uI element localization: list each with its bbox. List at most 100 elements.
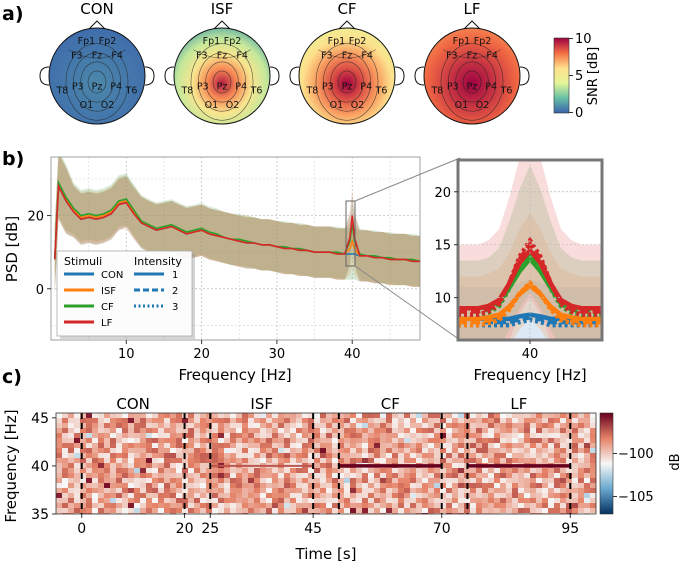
spec-cell [164,433,170,438]
spec-cell [470,498,476,503]
spec-cell [254,503,260,508]
spec-cell [140,448,146,453]
spec-cell [368,503,374,508]
spec-cell [428,468,434,473]
spec-cell [392,503,398,508]
spec-cell [128,503,134,508]
spec-cell [308,428,314,433]
spec-cell [176,458,182,463]
spec-cell [392,413,398,418]
spec-cell [86,478,92,483]
spec-cell [494,468,500,473]
spec-cell [254,448,260,453]
spec-cell [584,428,590,433]
spec-cell [554,468,560,473]
spec-cell [560,458,566,463]
spec-cell [392,488,398,493]
spec-cell [440,448,446,453]
spec-cell [110,423,116,428]
spec-cell [290,488,296,493]
spec-cell [68,483,74,488]
spec-cell [74,493,80,498]
spec-cell [230,488,236,493]
spec-cell [122,468,128,473]
spec-cell [428,448,434,453]
spec-cell [440,413,446,418]
electrode-label-o1: O1 [330,100,344,111]
spec-cell [320,493,326,498]
spec-cell [488,438,494,443]
spec-cell [224,478,230,483]
zoom-connector-bottom [354,265,461,341]
spec-cell [278,458,284,463]
spec-cell [368,413,374,418]
spec-cell [458,508,464,513]
spec-cell [476,453,482,458]
spec-cell [344,483,350,488]
head-outline [298,27,396,125]
spec-cell [512,448,518,453]
spec-cell [542,488,548,493]
spec-cell [116,428,122,433]
spec-cell [518,438,524,443]
spec-cell [530,453,536,458]
spec-cell [458,493,464,498]
spec-cell [212,423,218,428]
spec-cell [176,498,182,503]
spec-cell [224,488,230,493]
spec-cell [278,443,284,448]
spec-cell [368,433,374,438]
spec-cell [86,488,92,493]
spec-cell [308,488,314,493]
spec-cell [110,433,116,438]
spec-cell [158,493,164,498]
spec-cell [170,503,176,508]
spec-cell [500,513,506,514]
spec-cell [200,483,206,488]
spec-cell [584,438,590,443]
spec-cell [542,513,548,514]
spec-cell [362,488,368,493]
spec-cell [104,503,110,508]
spec-cell [356,468,362,473]
spec-cell [230,438,236,443]
spec-cell [290,443,296,448]
spec-cell [488,443,494,448]
spec-cell [434,513,440,514]
spec-cell [590,418,596,423]
contour-line [193,49,251,59]
spec-cell [284,508,290,513]
spec-cell [92,458,98,463]
spec-ytick-label: 45 [31,411,49,427]
spec-cell [80,428,86,433]
spec-cell [290,503,296,508]
spec-cell [584,503,590,508]
spec-cell [350,448,356,453]
spec-cell [464,438,470,443]
spec-cell [584,488,590,493]
spec-cell [260,493,266,498]
spec-cell [416,498,422,503]
spec-cell [548,503,554,508]
spec-cell [74,438,80,443]
spec-cell [332,478,338,483]
spec-cell [344,493,350,498]
spec-cell [524,443,530,448]
spec-cell [176,513,182,514]
spec-cell [326,413,332,418]
spec-cell [152,478,158,483]
spec-cell [272,448,278,453]
spec-cell [134,488,140,493]
spec-cell [554,448,560,453]
spec-cell [470,448,476,453]
spec-cell [332,448,338,453]
spec-cell [86,443,92,448]
spec-cell [374,458,380,463]
spec-cell [482,483,488,488]
spec-cell [560,433,566,438]
spec-cell [236,478,242,483]
spec-cell [80,418,86,423]
spec-cell [140,458,146,463]
spec-cell [236,428,242,433]
spec-cell [458,413,464,418]
